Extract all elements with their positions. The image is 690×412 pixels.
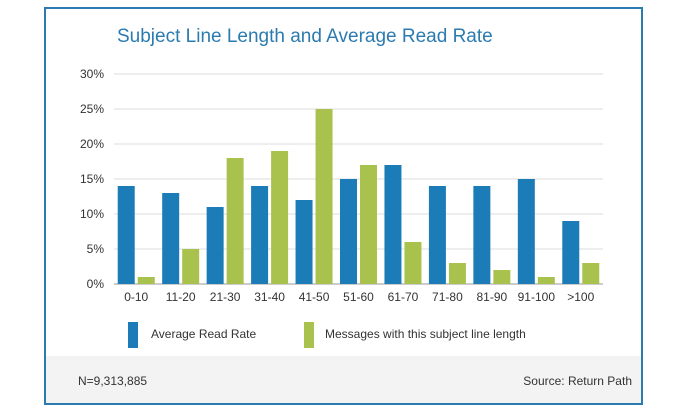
- bar-read-rate-51-60: [340, 179, 357, 284]
- y-tick-label: 25%: [80, 102, 104, 116]
- bar-messages-71-80: [448, 263, 466, 284]
- bar-messages-91-100: [537, 277, 555, 284]
- x-tick-label: 71-80: [432, 290, 463, 304]
- legend-swatch-average-read-rate: [128, 322, 138, 348]
- bar-messages-51-60: [360, 165, 377, 284]
- x-axis-ticks: 0-10 11-20 21-30 31-40 41-50 51-60 61-70 71-80 8…: [124, 290, 594, 304]
- y-tick-label: 10%: [80, 207, 104, 221]
- legend-label-messages: Messages with this subject line length: [325, 327, 526, 341]
- bar-read-rate-41-50: [295, 200, 313, 284]
- bar-read-rate->100: [562, 221, 580, 284]
- bars: [117, 109, 600, 284]
- bar-messages-11-20: [182, 249, 200, 284]
- y-axis-ticks: 0% 5% 10% 15% 20% 25% 30%: [80, 67, 104, 291]
- y-tick-label: 5%: [87, 242, 105, 256]
- bar-messages-81-90: [493, 270, 511, 284]
- bar-read-rate-71-80: [428, 186, 446, 284]
- y-tick-label: 15%: [80, 172, 104, 186]
- x-tick-label: 81-90: [477, 290, 508, 304]
- x-tick-label: 11-20: [166, 290, 196, 304]
- x-tick-label: 21-30: [210, 290, 241, 304]
- bar-read-rate-0-10: [117, 186, 135, 284]
- bar-messages->100: [582, 263, 600, 284]
- chart-title: Subject Line Length and Average Read Rat…: [117, 26, 493, 47]
- y-tick-label: 20%: [80, 137, 104, 151]
- legend-swatch-messages: [304, 322, 314, 348]
- bar-read-rate-21-30: [206, 207, 224, 284]
- bar-messages-0-10: [137, 277, 155, 284]
- bar-read-rate-11-20: [162, 193, 180, 284]
- x-tick-label: >100: [567, 290, 594, 304]
- x-tick-label: 51-60: [343, 290, 374, 304]
- source-note: Source: Return Path: [523, 374, 632, 388]
- legend-label-average-read-rate: Average Read Rate: [151, 327, 257, 341]
- sample-size-note: N=9,313,885: [78, 374, 148, 388]
- bar-read-rate-61-70: [384, 165, 402, 284]
- bar-read-rate-91-100: [517, 179, 535, 284]
- y-tick-label: 30%: [80, 67, 104, 81]
- bar-read-rate-81-90: [473, 186, 491, 284]
- x-tick-label: 61-70: [388, 290, 419, 304]
- y-tick-label: 0%: [87, 277, 105, 291]
- bar-messages-61-70: [404, 242, 422, 284]
- bar-messages-21-30: [226, 158, 244, 284]
- bar-read-rate-31-40: [251, 186, 269, 284]
- bar-messages-41-50: [315, 109, 333, 284]
- x-tick-label: 31-40: [254, 290, 285, 304]
- bar-messages-31-40: [271, 151, 289, 284]
- chart-footer: [46, 356, 641, 403]
- x-tick-label: 41-50: [299, 290, 330, 304]
- x-tick-label: 0-10: [124, 290, 148, 304]
- x-tick-label: 91-100: [518, 290, 556, 304]
